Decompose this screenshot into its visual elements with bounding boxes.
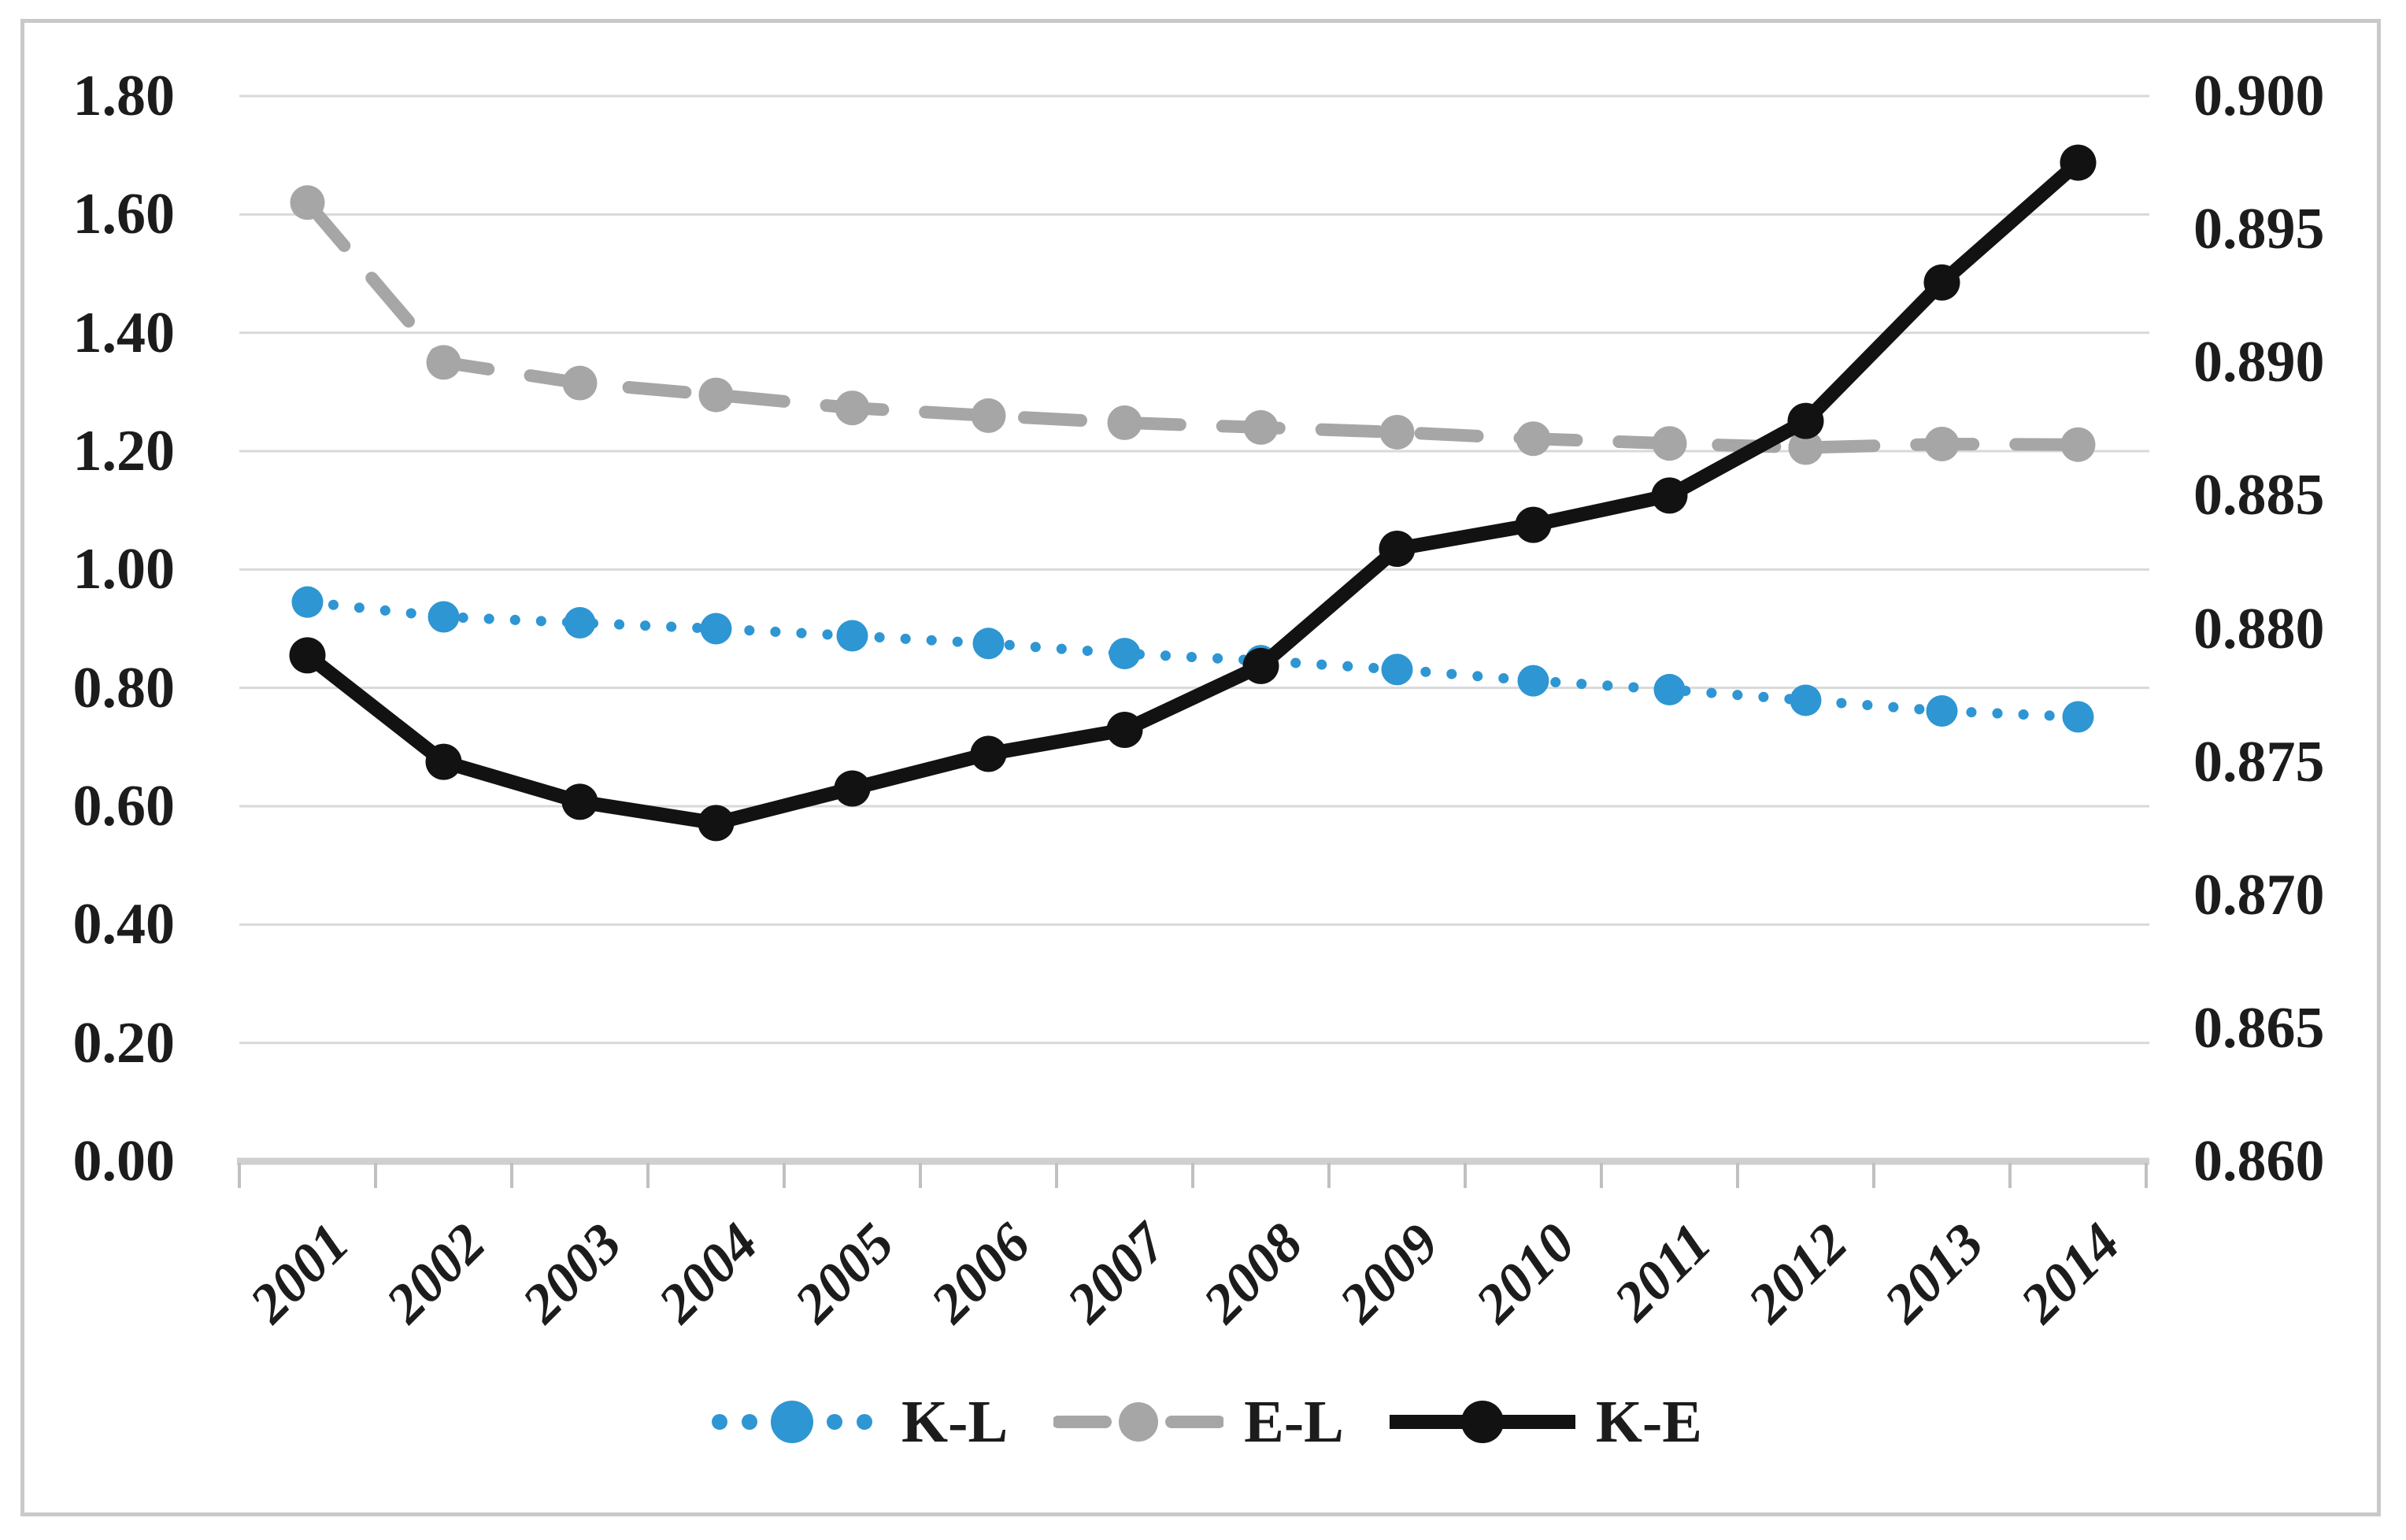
data-point-e-l[interactable] xyxy=(562,365,598,401)
data-point-e-l[interactable] xyxy=(426,345,461,380)
data-point-k-l[interactable] xyxy=(564,606,596,639)
y-axis-left-tick-label: 1.60 xyxy=(72,182,176,247)
data-point-k-l[interactable] xyxy=(1109,638,1141,670)
data-point-k-e[interactable] xyxy=(1787,402,1824,439)
y-axis-right-tick-label: 0.900 xyxy=(2193,64,2325,128)
data-point-k-l[interactable] xyxy=(1790,684,1822,716)
e-l-line-swatch xyxy=(1053,1402,1224,1442)
data-point-k-e[interactable] xyxy=(2060,144,2097,181)
data-point-e-l[interactable] xyxy=(971,398,1006,433)
y-axis-right-tick-label: 0.890 xyxy=(2193,330,2325,395)
y-axis-left-tick-label: 0.40 xyxy=(72,892,176,957)
data-point-k-l[interactable] xyxy=(972,627,1005,660)
data-point-k-e[interactable] xyxy=(1379,531,1416,568)
data-point-k-e[interactable] xyxy=(834,770,871,807)
data-point-e-l[interactable] xyxy=(1516,421,1551,457)
data-point-e-l[interactable] xyxy=(1652,426,1687,461)
legend-item-k-e[interactable]: K-E xyxy=(1389,1388,1702,1457)
y-axis-left-tick-label: 0.00 xyxy=(72,1129,176,1194)
data-point-k-e[interactable] xyxy=(1242,647,1279,684)
y-axis-left-tick-label: 0.60 xyxy=(72,774,176,838)
y-axis-left-tick-label: 1.00 xyxy=(72,537,176,602)
data-point-e-l[interactable] xyxy=(1243,409,1279,445)
y-axis-right-tick-label: 0.885 xyxy=(2193,463,2325,528)
data-point-k-l[interactable] xyxy=(1381,653,1413,686)
data-point-k-e[interactable] xyxy=(561,783,598,820)
data-point-k-e[interactable] xyxy=(1651,477,1688,514)
data-point-e-l[interactable] xyxy=(290,185,325,220)
data-point-e-l[interactable] xyxy=(835,391,870,426)
y-axis-right-tick-label: 0.860 xyxy=(2193,1129,2325,1194)
y-axis-right-tick-label: 0.875 xyxy=(2193,729,2325,794)
k-l-line-swatch xyxy=(712,1401,873,1443)
data-point-e-l[interactable] xyxy=(1379,414,1415,450)
data-point-k-e[interactable] xyxy=(970,735,1007,772)
data-point-e-l[interactable] xyxy=(698,377,734,413)
k-e-line-swatch xyxy=(1389,1401,1575,1443)
y-axis-right-tick-label: 0.880 xyxy=(2193,596,2325,661)
legend-label-e-l: E-L xyxy=(1244,1388,1344,1455)
data-point-k-l[interactable] xyxy=(1517,664,1549,697)
data-point-k-e[interactable] xyxy=(1923,264,1960,301)
data-point-k-l[interactable] xyxy=(1653,673,1686,705)
y-axis-left-tick-label: 0.80 xyxy=(72,655,176,720)
y-axis-right-tick-label: 0.870 xyxy=(2193,862,2325,927)
data-point-e-l[interactable] xyxy=(2060,427,2096,462)
legend-item-k-l[interactable]: K-L xyxy=(704,1388,1008,1457)
legend: K-L E-L K-E xyxy=(0,1384,2406,1460)
series-line-k-l xyxy=(302,597,2083,722)
data-point-e-l[interactable] xyxy=(1788,430,1823,465)
y-axis-left-tick-label: 1.40 xyxy=(72,300,176,365)
data-point-e-l[interactable] xyxy=(1107,405,1142,440)
data-point-k-l[interactable] xyxy=(836,620,868,652)
data-point-e-l[interactable] xyxy=(1924,426,1960,461)
data-point-k-l[interactable] xyxy=(428,601,460,633)
legend-label-k-l: K-L xyxy=(901,1388,1009,1455)
data-point-k-e[interactable] xyxy=(289,637,326,674)
data-point-k-e[interactable] xyxy=(698,805,735,842)
legend-item-e-l[interactable]: E-L xyxy=(1053,1388,1344,1457)
series-line-k-e xyxy=(302,157,2083,831)
y-axis-left-tick-label: 0.20 xyxy=(72,1010,176,1075)
legend-label-k-e: K-E xyxy=(1595,1388,1702,1455)
data-point-k-l[interactable] xyxy=(1926,694,1958,727)
y-axis-left-tick-label: 1.20 xyxy=(72,419,176,483)
data-point-k-l[interactable] xyxy=(291,586,324,618)
y-axis-right-tick-label: 0.895 xyxy=(2193,197,2325,262)
data-point-k-e[interactable] xyxy=(1106,712,1143,749)
data-point-k-l[interactable] xyxy=(2062,701,2094,733)
y-axis-left-tick-label: 1.80 xyxy=(72,64,176,128)
y-axis-right-tick-label: 0.865 xyxy=(2193,995,2325,1061)
data-point-k-e[interactable] xyxy=(1515,506,1552,543)
figure-border xyxy=(20,19,2381,1516)
data-point-k-l[interactable] xyxy=(700,613,732,645)
data-point-k-e[interactable] xyxy=(425,743,462,780)
